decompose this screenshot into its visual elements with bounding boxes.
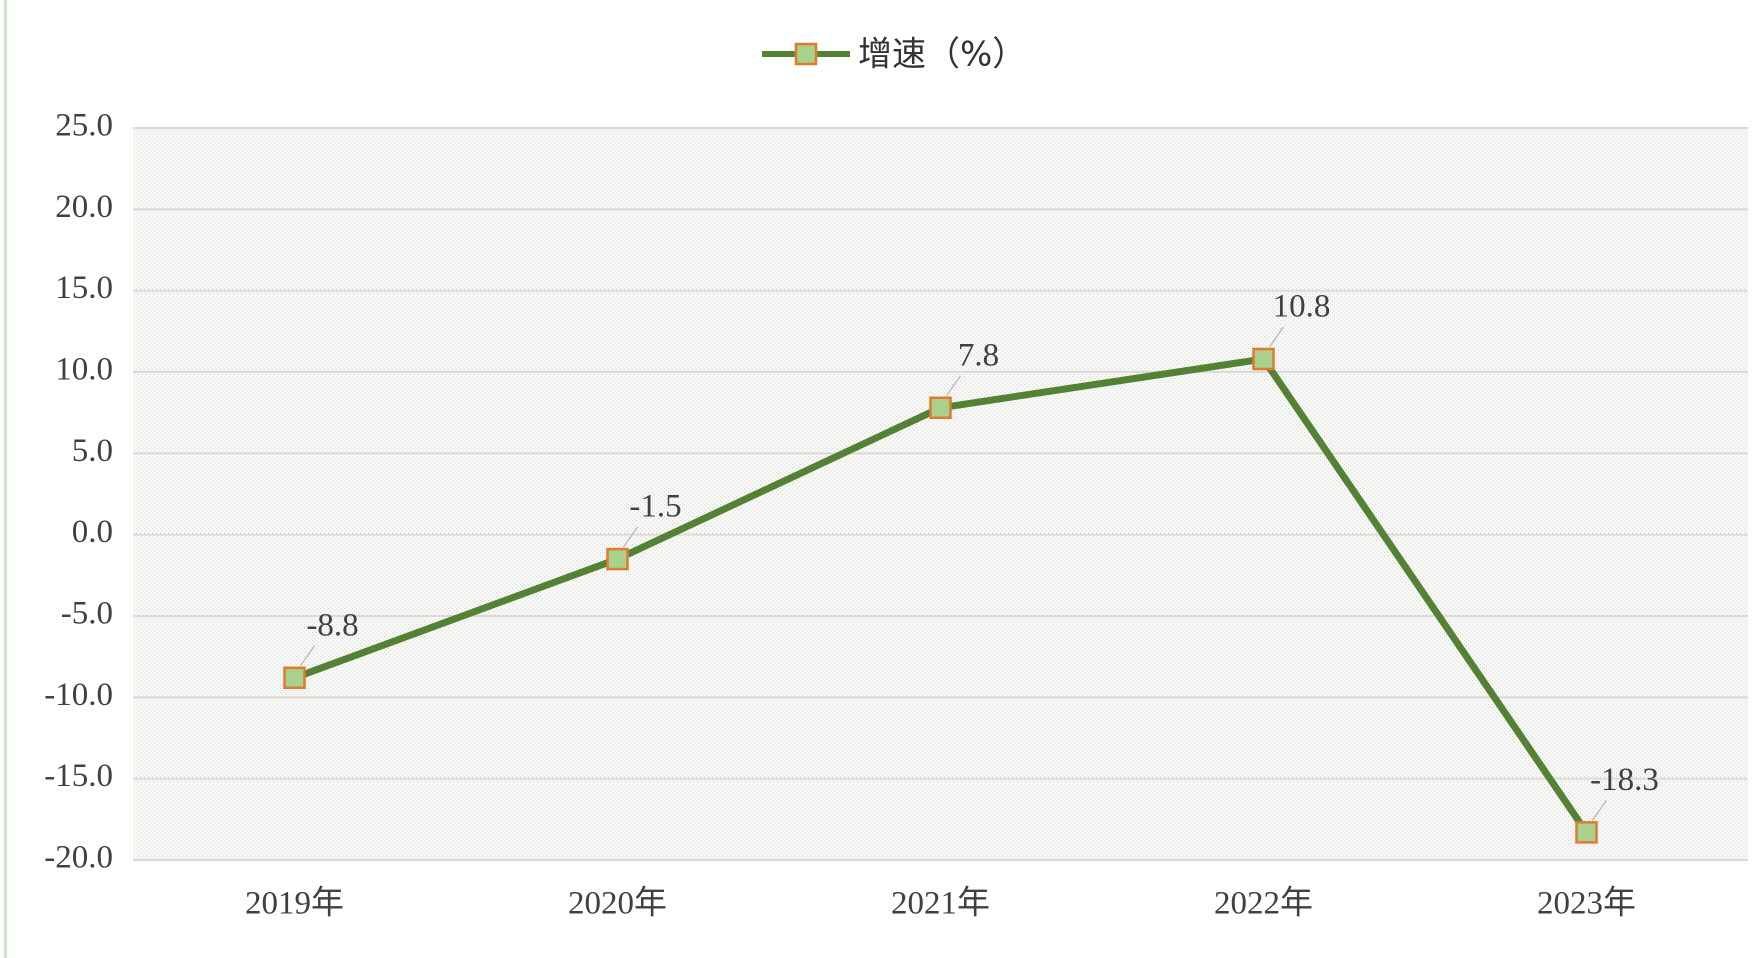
y-tick-label: 25.0 (55, 108, 113, 144)
data-point (929, 396, 952, 420)
y-tick-label: 15.0 (55, 270, 113, 306)
x-tick-label: 2021年 (891, 885, 990, 922)
y-tick-label: -10.0 (44, 677, 113, 713)
data-point (606, 547, 629, 571)
leader-line (1268, 326, 1285, 348)
leader-line (622, 526, 639, 548)
x-tick-label: 2020年 (568, 885, 667, 922)
data-label: -18.3 (1590, 762, 1659, 798)
y-tick-label: -5.0 (61, 596, 113, 632)
data-point (283, 666, 306, 690)
legend: 增速（%） (762, 35, 1026, 75)
plot-area (133, 128, 1748, 860)
data-point (1252, 347, 1275, 371)
x-tick-label: 2022年 (1214, 885, 1313, 922)
legend-marker (794, 42, 818, 66)
leader-line (945, 375, 962, 397)
leader-line (1591, 799, 1608, 821)
y-tick-label: 20.0 (55, 189, 113, 225)
data-label: 7.8 (958, 337, 999, 373)
data-label: 10.8 (1273, 289, 1331, 325)
y-tick-label: -15.0 (44, 758, 113, 794)
data-point (1575, 821, 1598, 844)
left-border (4, 0, 7, 958)
y-tick-label: 10.0 (55, 352, 113, 388)
data-label: -8.8 (306, 607, 358, 643)
legend-label: 增速（%） (858, 35, 1026, 75)
x-tick-label: 2019年 (245, 885, 344, 922)
data-label: -1.5 (629, 489, 681, 525)
y-tick-label: -20.0 (44, 840, 113, 876)
leader-line (299, 645, 316, 667)
y-tick-label: 0.0 (72, 514, 113, 550)
x-tick-label: 2023年 (1537, 885, 1636, 922)
y-tick-label: 5.0 (72, 433, 113, 469)
